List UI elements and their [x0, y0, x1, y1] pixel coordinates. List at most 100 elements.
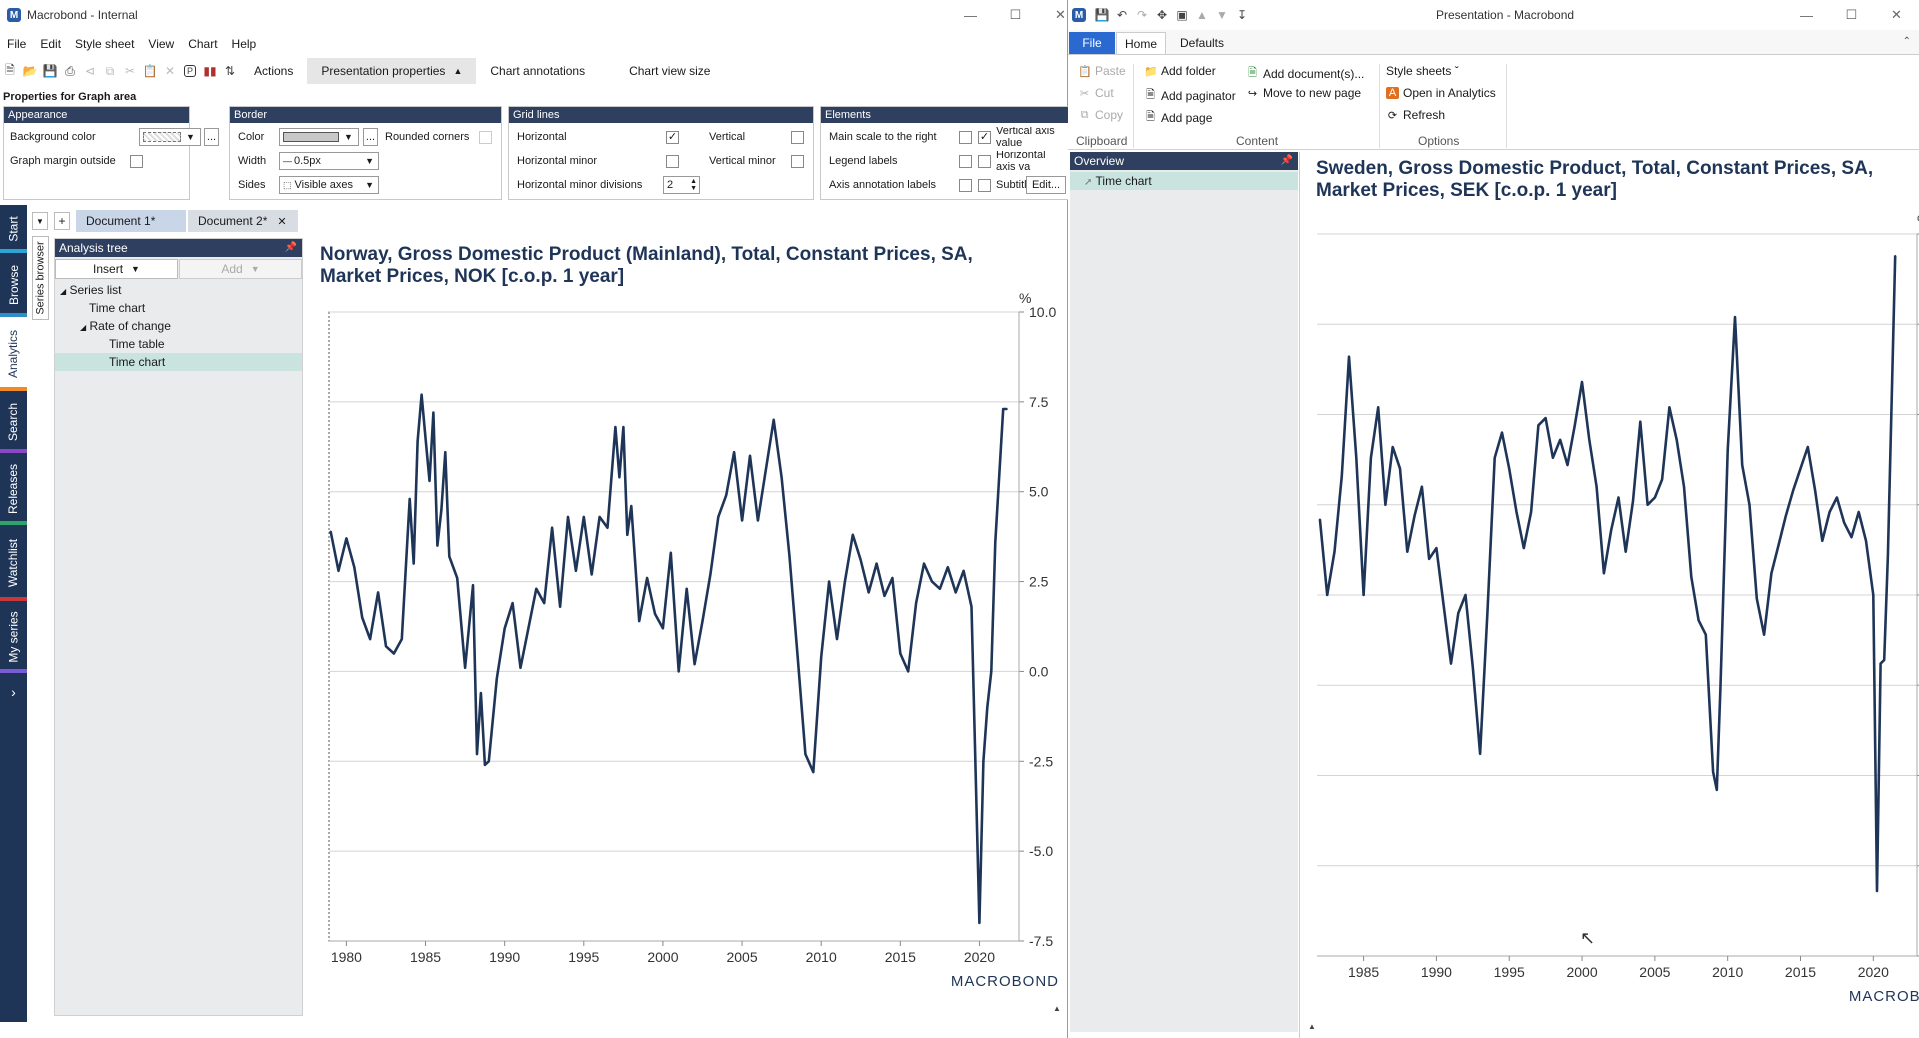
axis-annotation-labels-checkbox[interactable]	[959, 179, 972, 192]
close-icon[interactable]: ✕	[1891, 7, 1902, 22]
menu-help[interactable]: Help	[231, 37, 257, 51]
close-icon[interactable]: ✕	[1055, 7, 1066, 22]
copy-button[interactable]: ⧉ Copy	[1078, 108, 1123, 122]
add-paginator-button[interactable]: 🗎 Add paginator	[1144, 86, 1236, 105]
border-width-dropdown[interactable]: —0.5px ▼	[279, 152, 379, 170]
open-in-analytics-button[interactable]: A Open in Analytics	[1386, 86, 1496, 100]
save-icon[interactable]: 💾	[42, 64, 58, 78]
actions-menu[interactable]: Actions	[254, 64, 294, 78]
chart-view-size-tab[interactable]: Chart view size	[629, 64, 711, 78]
thermometer-icon[interactable]: ⇅	[224, 64, 236, 78]
menu-chart[interactable]: Chart	[188, 37, 218, 51]
main-scale-right-checkbox[interactable]	[959, 131, 972, 144]
minimize-icon[interactable]: —	[964, 7, 977, 23]
side-tab-start[interactable]: Start	[0, 205, 27, 253]
new-icon[interactable]: 🗎	[5, 62, 15, 77]
legend-labels-checkbox[interactable]	[959, 155, 972, 168]
ribbon-tab-home[interactable]: Home	[1116, 32, 1166, 54]
vertical-axis-value-checkbox[interactable]: ✓	[978, 131, 991, 144]
chart-type-icon[interactable]: ▮▮	[203, 64, 217, 78]
collapse-icon[interactable]: ▲	[453, 66, 463, 76]
pin-icon[interactable]: 📌	[284, 242, 297, 253]
minimize-icon[interactable]: —	[1800, 7, 1813, 23]
add-page-button[interactable]: 🗎 Add page	[1144, 108, 1212, 127]
scroll-up-icon[interactable]: ▲	[1308, 1022, 1316, 1031]
ribbon-tab-defaults[interactable]: Defaults	[1179, 36, 1225, 50]
insert-dropdown[interactable]: Insert ▼	[55, 259, 178, 279]
scroll-up-icon[interactable]: ▲	[1053, 1004, 1061, 1013]
tab-list-dropdown-icon[interactable]: ▼	[32, 212, 48, 230]
close-tab-icon[interactable]: ✕	[277, 215, 287, 228]
horizontal-checkbox[interactable]: ✓	[666, 131, 679, 144]
refresh-button[interactable]: ⟳ Refresh	[1386, 108, 1445, 122]
add-folder-button[interactable]: 📁 Add folder	[1144, 64, 1216, 78]
stepper-arrows-icon[interactable]: ▲ ▼	[690, 178, 697, 192]
tree-item-time-chart[interactable]: Time chart	[89, 301, 145, 315]
save-icon[interactable]: 💾	[1094, 8, 1110, 22]
print-icon[interactable]: ⎙	[65, 63, 75, 78]
expand-chevron-icon[interactable]: ›	[11, 684, 16, 700]
maximize-icon[interactable]: ☐	[1009, 7, 1022, 22]
side-tab-analytics[interactable]: Analytics	[0, 317, 27, 391]
border-sides-dropdown[interactable]: ⬚ Visible axes ▼	[279, 176, 379, 194]
tree-item-series-list[interactable]: ◢ Series list	[60, 283, 122, 297]
side-tab-search[interactable]: Search	[0, 391, 27, 453]
graph-margin-outside-checkbox[interactable]	[129, 154, 143, 168]
collapse-ribbon-icon[interactable]: ⌃	[1902, 36, 1911, 47]
minor-divisions-stepper[interactable]: 2 ▲ ▼	[663, 176, 700, 194]
overview-item-time-chart[interactable]: ➚ Time chart	[1070, 172, 1298, 190]
move-to-new-page-button[interactable]: ↪ Move to new page	[1246, 86, 1361, 100]
paste-button[interactable]: 📋 Paste	[1078, 64, 1126, 78]
move-icon[interactable]: ✥	[1156, 8, 1168, 22]
menu-edit[interactable]: Edit	[40, 37, 62, 51]
side-tab-my-series[interactable]: My series	[0, 601, 27, 673]
tree-item-time-table[interactable]: Time table	[109, 337, 165, 351]
subtitle-checkbox[interactable]	[978, 179, 991, 192]
share-icon[interactable]: ⊲	[84, 64, 96, 78]
paste-icon[interactable]: 📋	[142, 64, 158, 78]
redo-icon[interactable]: ↷	[1136, 8, 1148, 22]
presentation-properties-tab[interactable]: Presentation properties ▲	[307, 58, 477, 84]
menu-view[interactable]: View	[148, 37, 175, 51]
border-color-more-button[interactable]: ...	[363, 128, 378, 146]
customize-icon[interactable]: ↧	[1236, 8, 1248, 22]
vertical-minor-checkbox[interactable]	[791, 155, 804, 168]
horizontal-minor-checkbox[interactable]	[666, 155, 679, 168]
add-documents-button[interactable]: 🗎 Add document(s)...	[1246, 64, 1364, 83]
cut-button[interactable]: ✂ Cut	[1078, 86, 1114, 100]
tab-document-1[interactable]: Document 1*	[76, 210, 186, 232]
background-color-more-button[interactable]: ...	[204, 128, 219, 146]
ribbon-tab-file[interactable]: File	[1069, 32, 1115, 54]
tree-expand-icon[interactable]: ◢	[60, 287, 67, 296]
style-sheets-dropdown[interactable]: Style sheets ˇ	[1386, 64, 1459, 78]
down-icon[interactable]: ▼	[1216, 8, 1228, 22]
chart-annotations-tab[interactable]: Chart annotations	[490, 64, 586, 78]
side-tab-watchlist[interactable]: Watchlist	[0, 525, 27, 601]
tab-document-2[interactable]: Document 2* ✕	[188, 210, 298, 232]
copy-icon[interactable]: ⧉	[105, 63, 115, 78]
presentation-icon[interactable]: P	[180, 62, 200, 80]
border-color-dropdown[interactable]: ▼	[279, 128, 359, 146]
maximize-icon[interactable]: ☐	[1845, 7, 1858, 22]
side-tab-releases[interactable]: Releases	[0, 453, 27, 525]
pin-icon[interactable]: 📌	[1280, 155, 1293, 166]
up-icon[interactable]: ▲	[1196, 8, 1208, 22]
background-color-dropdown[interactable]: ▼	[139, 128, 201, 146]
new-document-icon[interactable]: +	[54, 212, 70, 230]
open-icon[interactable]: 📂	[22, 64, 38, 78]
horizontal-axis-value-checkbox[interactable]	[978, 155, 991, 168]
tree-expand-icon[interactable]: ◢	[80, 323, 87, 332]
tree-item-time-chart-selected[interactable]: Time chart	[55, 353, 302, 371]
add-dropdown[interactable]: Add ▼	[179, 259, 302, 279]
series-browser-tab[interactable]: Series browser	[32, 236, 49, 320]
vertical-checkbox[interactable]	[791, 131, 804, 144]
rounded-corners-checkbox[interactable]	[479, 130, 493, 144]
present-icon[interactable]: ▣	[1176, 8, 1188, 22]
cut-icon[interactable]: ✂	[124, 64, 136, 78]
side-tab-browse[interactable]: Browse	[0, 253, 27, 317]
subtitle-edit-button[interactable]: Edit...	[1026, 176, 1066, 194]
undo-icon[interactable]: ↶	[1116, 8, 1128, 22]
menu-style-sheet[interactable]: Style sheet	[75, 37, 135, 51]
delete-icon[interactable]: ✕	[164, 64, 176, 78]
tree-item-rate-of-change[interactable]: ◢ Rate of change	[80, 319, 171, 333]
